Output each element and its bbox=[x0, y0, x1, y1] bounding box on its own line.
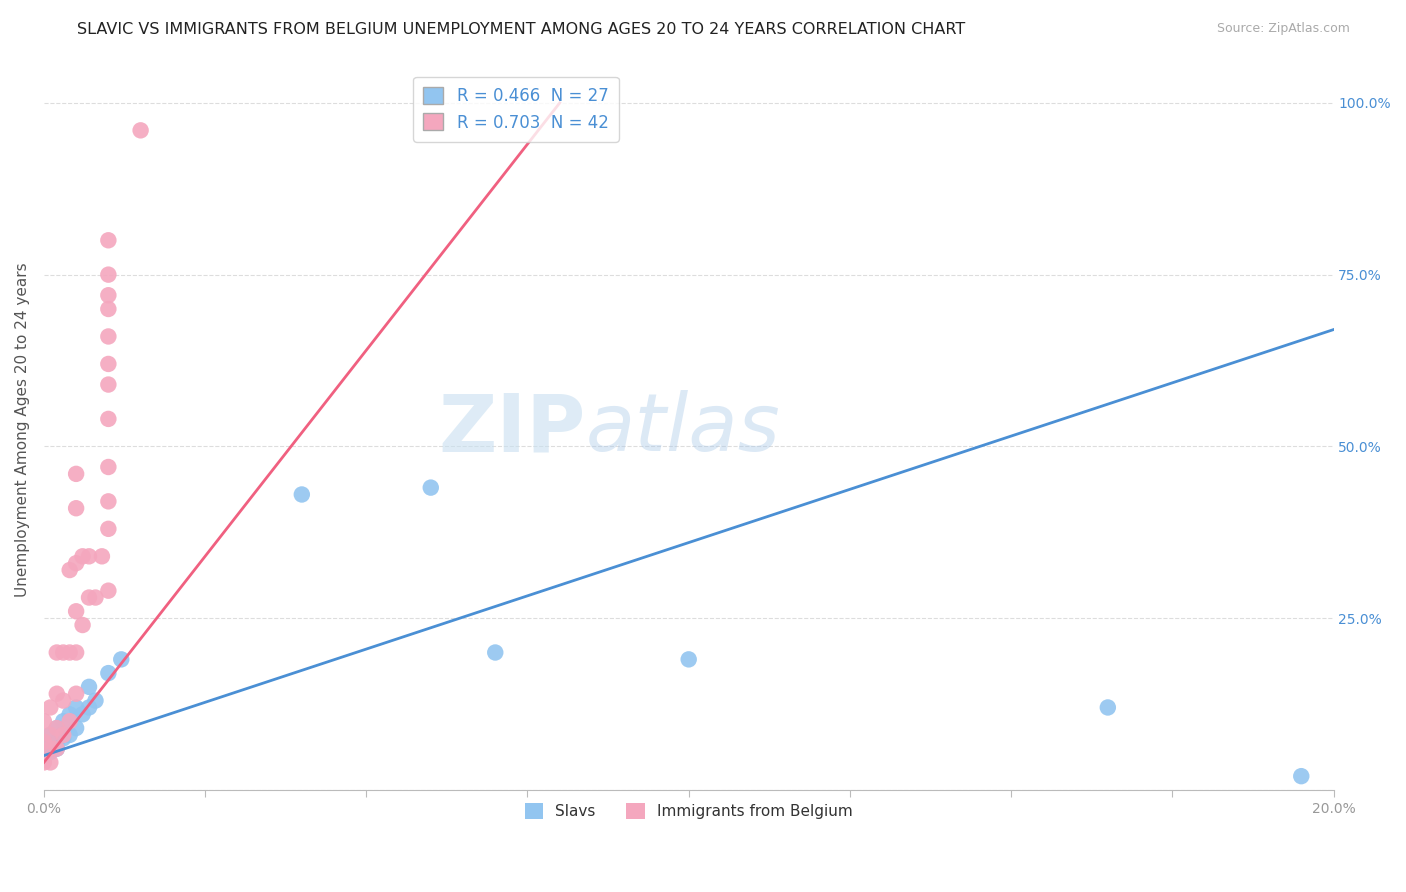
Text: ZIP: ZIP bbox=[439, 390, 585, 468]
Point bbox=[97, 357, 120, 371]
Point bbox=[45, 735, 67, 749]
Point bbox=[39, 700, 62, 714]
Text: atlas: atlas bbox=[585, 390, 780, 468]
Point bbox=[97, 301, 120, 316]
Point bbox=[39, 741, 62, 756]
Point bbox=[39, 745, 62, 759]
Point bbox=[97, 288, 120, 302]
Point bbox=[65, 556, 87, 570]
Point bbox=[77, 700, 100, 714]
Point bbox=[65, 687, 87, 701]
Point bbox=[45, 721, 67, 735]
Point bbox=[72, 707, 94, 722]
Point bbox=[72, 618, 94, 632]
Point bbox=[97, 460, 120, 475]
Point bbox=[65, 646, 87, 660]
Point bbox=[32, 741, 55, 756]
Y-axis label: Unemployment Among Ages 20 to 24 years: Unemployment Among Ages 20 to 24 years bbox=[15, 262, 30, 597]
Point bbox=[45, 721, 67, 735]
Point bbox=[65, 700, 87, 714]
Point bbox=[77, 591, 100, 605]
Text: SLAVIC VS IMMIGRANTS FROM BELGIUM UNEMPLOYMENT AMONG AGES 20 TO 24 YEARS CORRELA: SLAVIC VS IMMIGRANTS FROM BELGIUM UNEMPL… bbox=[77, 22, 966, 37]
Point bbox=[97, 522, 120, 536]
Point bbox=[97, 412, 120, 426]
Point bbox=[65, 721, 87, 735]
Point bbox=[1291, 769, 1313, 783]
Text: Source: ZipAtlas.com: Source: ZipAtlas.com bbox=[1216, 22, 1350, 36]
Point bbox=[52, 731, 75, 746]
Point bbox=[59, 563, 82, 577]
Point bbox=[72, 549, 94, 564]
Point bbox=[32, 748, 55, 763]
Point bbox=[39, 756, 62, 770]
Point bbox=[39, 728, 62, 742]
Point bbox=[77, 680, 100, 694]
Point bbox=[97, 233, 120, 247]
Point bbox=[97, 377, 120, 392]
Point bbox=[39, 728, 62, 742]
Point bbox=[97, 268, 120, 282]
Point bbox=[90, 549, 112, 564]
Point bbox=[97, 666, 120, 681]
Point bbox=[97, 494, 120, 508]
Point bbox=[39, 738, 62, 752]
Point bbox=[32, 735, 55, 749]
Point bbox=[84, 591, 107, 605]
Point bbox=[52, 728, 75, 742]
Point bbox=[45, 741, 67, 756]
Point bbox=[84, 693, 107, 707]
Point bbox=[45, 741, 67, 756]
Point bbox=[65, 501, 87, 516]
Point bbox=[32, 714, 55, 729]
Point bbox=[45, 646, 67, 660]
Point bbox=[32, 756, 55, 770]
Point bbox=[52, 714, 75, 729]
Point bbox=[77, 549, 100, 564]
Point bbox=[65, 467, 87, 481]
Point bbox=[129, 123, 152, 137]
Point bbox=[110, 652, 132, 666]
Point bbox=[52, 646, 75, 660]
Point bbox=[52, 693, 75, 707]
Point bbox=[65, 604, 87, 618]
Point bbox=[97, 329, 120, 343]
Point bbox=[32, 735, 55, 749]
Point bbox=[419, 481, 441, 495]
Point bbox=[59, 707, 82, 722]
Point bbox=[678, 652, 700, 666]
Point bbox=[59, 728, 82, 742]
Legend: Slavs, Immigrants from Belgium: Slavs, Immigrants from Belgium bbox=[519, 797, 859, 826]
Point bbox=[97, 583, 120, 598]
Point bbox=[45, 687, 67, 701]
Point bbox=[1097, 700, 1119, 714]
Point bbox=[291, 487, 314, 501]
Point bbox=[59, 646, 82, 660]
Point bbox=[484, 646, 506, 660]
Point bbox=[59, 714, 82, 729]
